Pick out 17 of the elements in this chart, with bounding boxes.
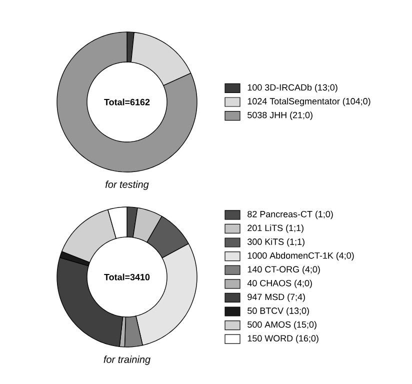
legend-label: 82 Pancreas-CT (1;0) — [248, 210, 333, 220]
legend-label: 1000 AbdomenCT-1K (4;0) — [248, 252, 354, 260]
text: for training — [104, 356, 150, 365]
legend-label: 140 CT-ORG (4;0) — [248, 266, 320, 274]
legend-label: 150 WORD (16;0) — [248, 334, 318, 344]
legend-label: 201 LiTS (1;1) — [248, 224, 304, 233]
text: Total=3410 — [104, 274, 150, 280]
legend-label: 5038 JHH (21;0) — [248, 112, 312, 120]
legend-label: 100 3D-IRCADb (13;0) — [248, 84, 338, 92]
legend-label: 40 CHAOS (4;0) — [247, 280, 312, 288]
legend-label: 500 AMOS (15;0) — [248, 321, 316, 330]
legend-label: 947 MSD (7;4) — [248, 294, 305, 302]
legend-label: 50 BTCV (13;0) — [248, 307, 309, 316]
legend-label: 1024 TotalSegmentator (104;0) — [248, 98, 370, 106]
text: for testing — [105, 180, 149, 190]
legend-label: 300 KiTS (1;1) — [248, 238, 304, 247]
text: Total=6162 — [104, 98, 150, 106]
